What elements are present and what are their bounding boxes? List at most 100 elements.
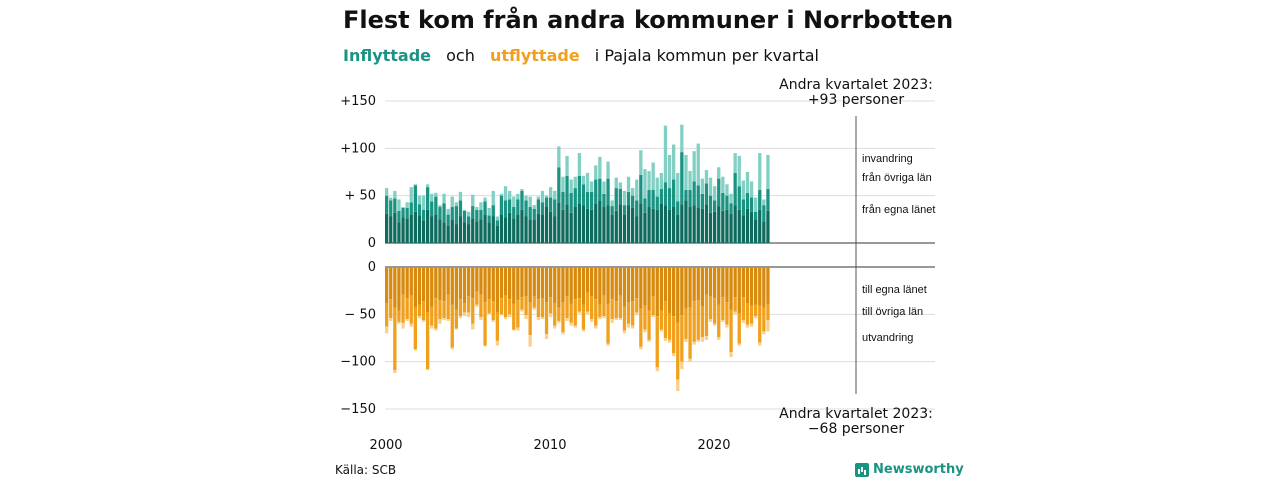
bar-out-segment [487,313,491,315]
y-tick-bottom: − 50 [344,307,376,322]
series-label: från egna länet [862,204,935,216]
bar-out-segment [749,267,754,306]
bar-out-segment [676,379,680,392]
bar-out-segment [672,353,676,356]
bar-out-segment [491,267,495,302]
bar-in-segment [700,208,704,243]
bar-in-segment [446,208,450,215]
bar-in-segment [508,199,512,213]
bar-in-segment [454,224,458,243]
bar-out-segment [540,298,545,318]
bar-in-segment [569,192,573,213]
bar-out-segment [491,320,495,322]
bar-in-segment [581,175,586,185]
bar-in-segment [639,150,643,175]
bar-in-segment [540,202,545,215]
bar-out-segment [495,312,499,341]
bar-in-segment [684,154,688,190]
bar-out-segment [651,296,655,316]
bar-out-segment [610,267,614,300]
bar-in-segment [458,200,463,217]
bar-out-segment [442,318,446,321]
bar-in-segment [536,196,540,200]
chart-title: Flest kom från andra kommuner i Norrbott… [343,6,954,34]
bar-in-segment [553,216,557,243]
bar-out-segment [754,316,758,319]
bar-in-segment [749,197,754,212]
bar-in-segment [635,179,639,201]
bar-out-segment [598,267,602,305]
series-label: till egna länet [862,284,927,296]
bar-in-segment [713,211,717,243]
bar-in-segment [585,172,590,192]
bar-out-segment [471,298,475,324]
bar-in-segment [430,201,434,217]
series-labels: invandring från övriga län från egna länet… [862,153,935,344]
bar-in-segment [512,218,516,243]
bar-in-segment [606,161,610,179]
bar-in-segment [405,218,409,243]
bar-out-segment [569,303,573,323]
bar-in-segment [446,225,450,243]
bar-in-segment [713,186,717,201]
bar-in-segment [696,143,700,186]
bar-in-segment [524,216,528,243]
bar-in-segment [754,219,758,243]
bar-in-segment [389,200,393,217]
bar-out-segment [553,267,557,303]
bar-out-segment [508,299,512,315]
bar-in-segment [528,207,532,220]
bar-in-segment [762,205,766,222]
newsworthy-icon [855,462,869,477]
bar-in-segment [487,207,491,216]
bar-out-segment [614,267,618,302]
annotation-bottom-line2: −68 personer [808,421,905,437]
bar-in-segment [676,214,680,243]
bar-out-segment [729,352,733,357]
bar-out-segment [528,267,532,303]
bar-out-segment [643,329,647,333]
bar-in-segment [385,188,389,196]
bar-out-segment [672,316,676,354]
bar-out-segment [729,267,733,310]
axis-labels: 0 + 50 +100 +150 0 − 50 −100 −150 2000 2010 2020 [340,94,730,453]
bar-out-segment [651,267,655,297]
bar-out-segment [549,267,553,298]
bar-out-segment [721,297,725,321]
bar-out-segment [442,301,446,319]
bar-in-segment [426,187,430,210]
bar-out-segment [544,302,549,335]
bar-out-segment [610,319,614,323]
bar-out-segment [717,267,721,305]
bar-out-segment [389,267,393,300]
bar-out-segment [524,315,528,320]
bar-in-segment [614,210,618,243]
bar-in-segment [663,182,668,206]
bar-in-segment [647,189,651,208]
bar-in-segment [704,204,709,243]
chart-bars [385,124,770,392]
bar-out-segment [618,267,622,296]
bar-out-segment [397,321,401,324]
bar-out-segment [737,313,741,344]
bar-out-segment [565,296,569,319]
bar-in-segment [508,212,512,243]
bar-in-segment [434,196,438,215]
bar-in-segment [594,165,598,180]
bar-in-segment [549,197,553,212]
bar-in-segment [479,209,483,220]
bar-out-segment [655,267,659,317]
bar-out-segment [708,296,713,320]
bar-out-segment [721,267,725,298]
bar-out-segment [704,294,709,337]
bar-out-segment [713,267,717,299]
bar-out-segment [467,312,471,318]
bar-out-segment [700,337,704,342]
bar-in-segment [737,209,741,243]
bar-out-segment [512,329,516,331]
bar-out-segment [762,267,766,308]
bar-in-segment [737,155,741,187]
bar-in-segment [704,183,709,205]
bar-in-segment [479,219,483,243]
bar-out-segment [631,301,635,326]
